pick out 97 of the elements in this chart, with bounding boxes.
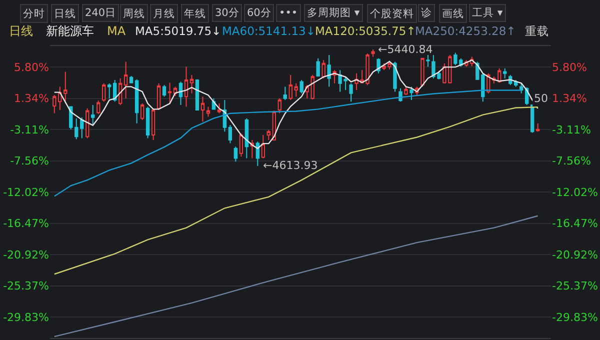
y2-tick-label: -3.11% <box>552 123 591 136</box>
candlestick <box>96 100 100 115</box>
text: 个股资料 <box>370 7 414 20</box>
chart-title: 新能源车 <box>46 24 94 38</box>
candlestick <box>420 58 424 88</box>
candlestick <box>107 82 112 99</box>
candlestick <box>58 86 62 111</box>
y2-tick-label: 5.80% <box>552 60 587 74</box>
line-series <box>54 215 538 338</box>
candlestick <box>322 60 326 79</box>
candlestick <box>228 124 232 144</box>
annotation: 50 <box>534 92 548 105</box>
candlestick <box>162 84 166 98</box>
candlestick <box>118 78 122 106</box>
candlestick <box>404 86 408 96</box>
candlestick <box>146 106 150 139</box>
text: 工具 ▾ <box>472 7 504 19</box>
candlestick <box>140 102 144 120</box>
candlestick <box>52 94 56 114</box>
candlestick <box>156 82 161 111</box>
candlestick <box>536 122 540 132</box>
candlestick <box>206 106 210 118</box>
y-tick-label: -25.37% <box>3 280 49 293</box>
candlestick <box>74 118 78 140</box>
text: MA250:4253.28↑ <box>415 24 516 38</box>
y2-tick-label: -29.83% <box>552 311 598 324</box>
line-series <box>54 90 522 197</box>
candlestick <box>234 146 238 162</box>
y-tick-label: 5.80% <box>14 60 49 74</box>
candlestick <box>239 132 244 158</box>
candlestick <box>217 102 222 114</box>
y-tick-label: -7.56% <box>10 154 49 168</box>
candlestick <box>80 116 84 139</box>
candlestick <box>168 82 172 104</box>
text: MA60:5141.13↓ <box>222 24 316 38</box>
text: 年线 <box>184 7 206 20</box>
text: 分时 <box>23 7 45 20</box>
candlestick <box>349 82 353 102</box>
y-tick-label: -29.83% <box>3 311 49 324</box>
candlestick <box>64 71 68 104</box>
candlestick <box>256 141 260 166</box>
candlestick <box>190 74 194 94</box>
candlestick <box>278 98 282 114</box>
text: 多周期图 ▾ <box>307 7 360 19</box>
y2-tick-label: -20.92% <box>552 248 598 262</box>
text: 60分 <box>247 7 272 19</box>
y2-tick-label: 1.34% <box>552 92 587 106</box>
y2-tick-label: -25.37% <box>552 280 598 293</box>
y2-tick-label: -16.47% <box>552 217 598 230</box>
text: 日线 <box>54 7 76 20</box>
candlestick <box>283 86 287 101</box>
y2-tick-label: -12.02% <box>552 186 598 199</box>
candlestick <box>288 74 292 101</box>
candlestick <box>102 82 106 102</box>
y-tick-label: -3.11% <box>10 123 49 136</box>
candlestick <box>410 86 414 101</box>
text: 240日 <box>85 7 116 19</box>
annotation: ←5440.84 <box>378 43 433 56</box>
candlestick <box>91 104 95 126</box>
text: 画线 <box>442 7 464 20</box>
candlestick <box>184 66 188 108</box>
text: ••• <box>279 7 298 19</box>
text: 月线 <box>153 7 175 20</box>
candlestick <box>151 108 156 140</box>
candlestick <box>426 54 430 68</box>
legend-title: MA <box>107 24 126 38</box>
chart-subtitle: 日线 <box>9 24 33 38</box>
candlestick <box>393 61 397 92</box>
text: 30分 <box>215 7 240 19</box>
text: MA5:5019.75↓ <box>135 24 222 38</box>
candlestick <box>178 81 183 106</box>
candlestick <box>195 78 200 111</box>
candlestick <box>266 130 270 140</box>
candlestick <box>244 118 249 159</box>
candlestick <box>134 78 139 124</box>
candlestick <box>503 68 507 79</box>
candlestick <box>327 54 331 88</box>
annotation: ←4613.93 <box>263 159 318 172</box>
candlestick <box>316 58 320 78</box>
text: 周线 <box>123 7 145 20</box>
candlestick <box>294 82 298 98</box>
candlestick <box>86 108 90 139</box>
candlestick <box>300 80 304 94</box>
y2-tick-label: -7.56% <box>552 154 591 168</box>
y-tick-label: 1.34% <box>14 92 49 106</box>
text: MA120:5035.75↑ <box>315 24 416 38</box>
y-tick-label: -20.92% <box>3 248 49 262</box>
candlestick <box>519 82 524 94</box>
text: 重载 <box>525 24 549 38</box>
candlestick <box>261 134 265 159</box>
text: 诊 <box>421 7 432 19</box>
y-tick-label: -16.47% <box>3 217 49 230</box>
candlestick <box>124 61 128 99</box>
y-tick-label: -12.02% <box>3 186 49 199</box>
candlestick <box>371 48 375 58</box>
candlestick <box>129 76 134 84</box>
candlestick <box>200 96 205 122</box>
